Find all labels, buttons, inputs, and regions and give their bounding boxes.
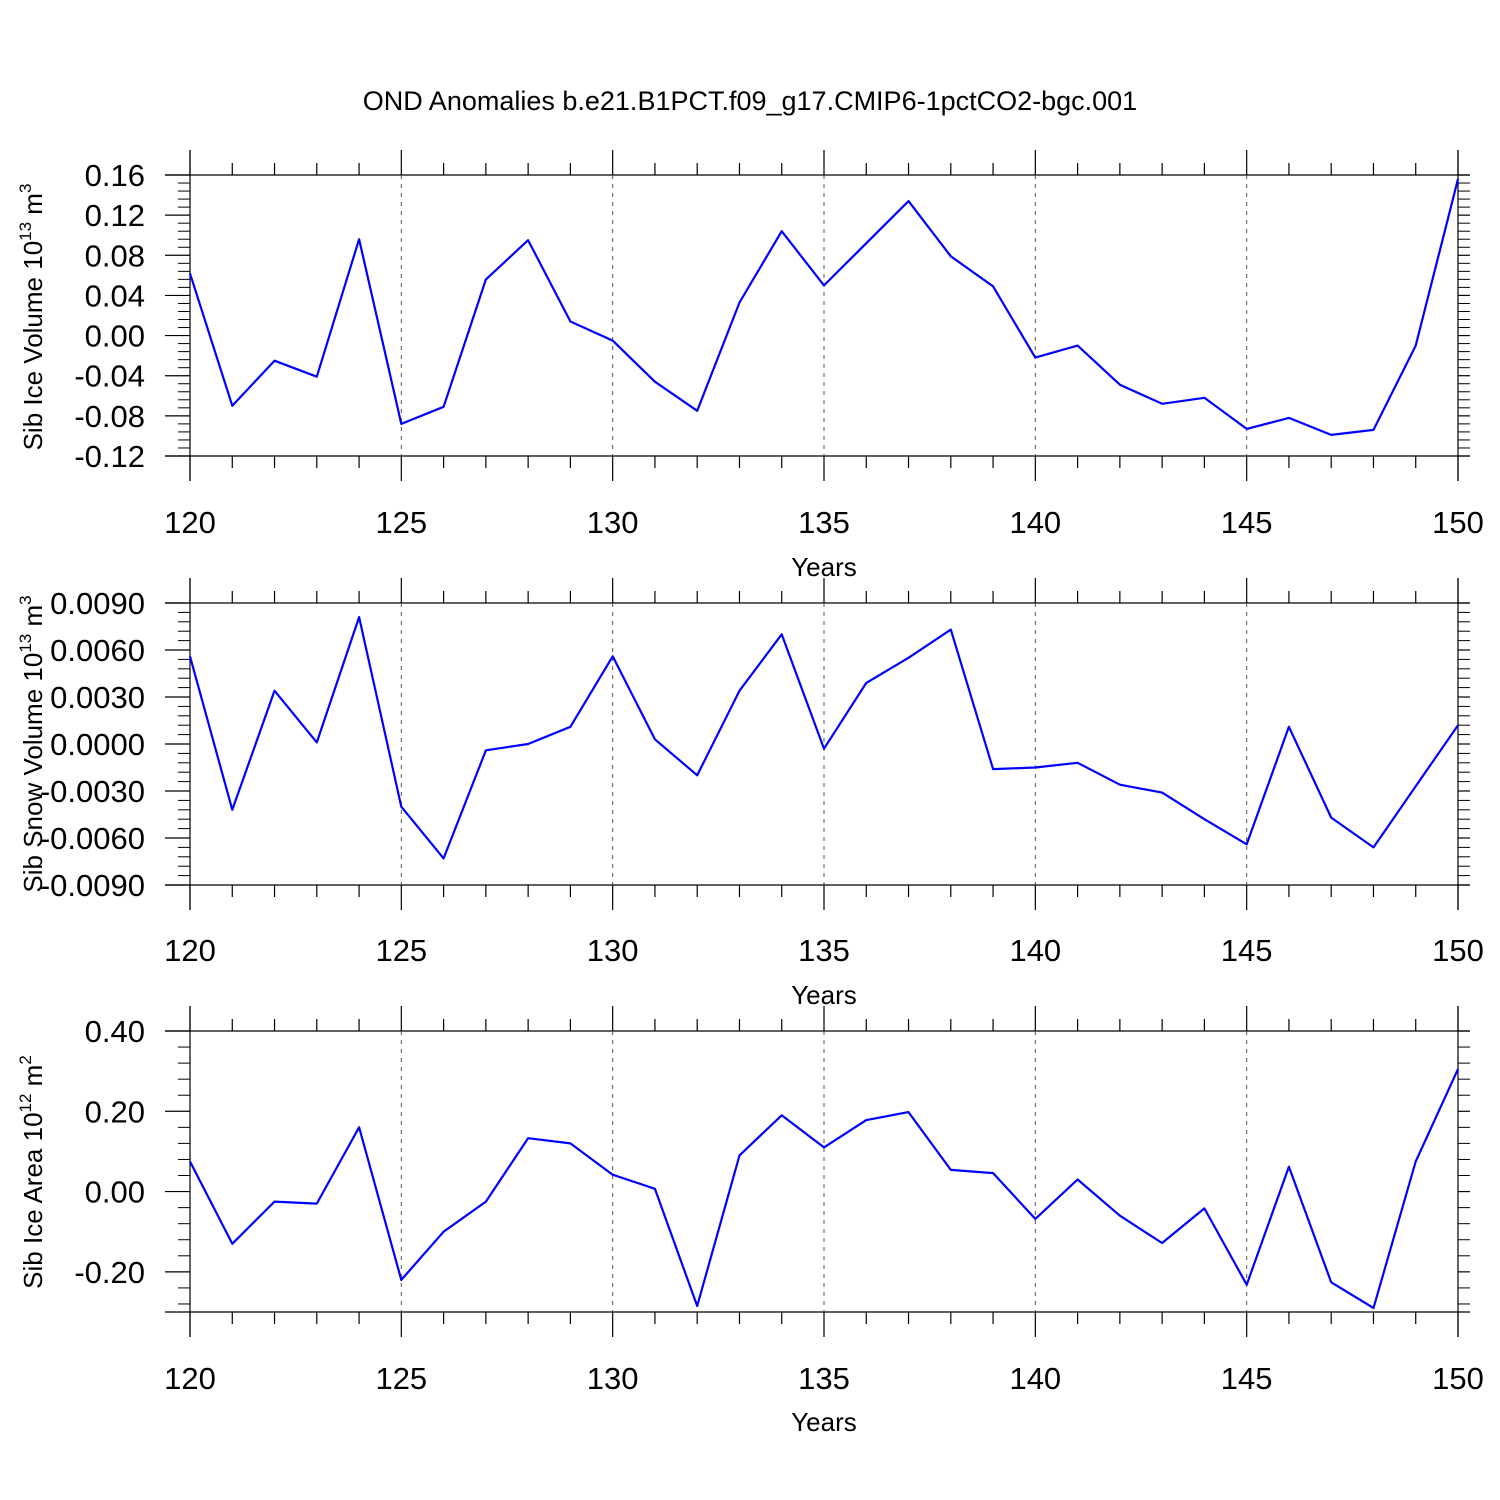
y-axis-title-unit-exponent: 2 (16, 1055, 35, 1064)
y-axis-title-unit: m (18, 605, 48, 634)
y-tick-label: 0.40 (85, 1014, 145, 1049)
series-line (188, 178, 1460, 436)
y-tick-label: 0.00 (85, 1175, 145, 1210)
x-tick-label: 130 (587, 505, 639, 540)
y-tick-label: -0.0060 (40, 821, 145, 856)
y-tick-label: -0.20 (74, 1255, 145, 1290)
y-axis-title-unit: m (18, 193, 48, 222)
y-axis-title-exponent: 13 (16, 634, 35, 653)
x-tick-label: 135 (798, 933, 850, 968)
x-tick-label: 140 (1009, 933, 1061, 968)
x-tick-label: 135 (798, 1361, 850, 1396)
x-tick-label: 130 (587, 933, 639, 968)
panel-2: -0.0090 -0.0060 -0.0030 0.0000 0.0030 0.0060 0… (16, 578, 1484, 1010)
panel-1: -0.12 -0.08 -0.04 0.00 0.04 0.08 0.12 0.16 120 12… (16, 150, 1484, 582)
y-axis-title-unit-exponent: 3 (16, 595, 35, 604)
y-axis-title: Sib Snow Volume 1013 m3 (16, 595, 48, 892)
y-tick-label: 0.0060 (50, 633, 145, 668)
x-tick-label: 125 (375, 933, 427, 968)
x-tick-label: 150 (1432, 933, 1484, 968)
y-axis-title-exponent: 12 (16, 1094, 35, 1113)
y-tick-label: 0.00 (85, 319, 145, 354)
y-axis-title-unit-exponent: 3 (16, 184, 35, 193)
y-axis-title-text: Sib Ice Volume 10 (18, 241, 48, 451)
x-axis-title: Years (791, 1407, 857, 1437)
x-tick-label: 130 (587, 1361, 639, 1396)
panel-3: -0.20 0.00 0.20 0.40 120 125 130 135 140 145 150 Ye… (16, 1006, 1484, 1437)
x-tick-label: 145 (1221, 505, 1273, 540)
y-tick-label: -0.0030 (40, 774, 145, 809)
x-tick-label: 135 (798, 505, 850, 540)
y-tick-label: -0.12 (74, 439, 145, 474)
y-tick-label: 0.08 (85, 238, 145, 273)
x-tick-label: 145 (1221, 1361, 1273, 1396)
y-tick-label: -0.0090 (40, 868, 145, 903)
y-tick-label: 0.16 (85, 158, 145, 193)
x-tick-label: 140 (1009, 1361, 1061, 1396)
y-tick-label: 0.04 (85, 278, 145, 313)
y-axis-title-unit: m (18, 1065, 48, 1094)
x-tick-label: 120 (164, 505, 216, 540)
y-tick-label: 0.0000 (50, 727, 145, 762)
x-tick-label: 120 (164, 1361, 216, 1396)
figure-title: OND Anomalies b.e21.B1PCT.f09_g17.CMIP6-… (362, 86, 1138, 116)
y-tick-label: -0.04 (74, 359, 145, 394)
x-axis-title: Years (791, 552, 857, 582)
y-axis-title-exponent: 13 (16, 222, 35, 241)
x-tick-label: 140 (1009, 505, 1061, 540)
y-axis-title-text: Sib Snow Volume 10 (18, 653, 48, 893)
y-tick-label: 0.12 (85, 198, 145, 233)
x-tick-label: 150 (1432, 505, 1484, 540)
y-axis-title: Sib Ice Area 1012 m2 (16, 1055, 48, 1289)
series-line (189, 1068, 1460, 1310)
x-tick-label: 145 (1221, 933, 1273, 968)
y-tick-label: -0.08 (74, 399, 145, 434)
x-tick-label: 125 (375, 1361, 427, 1396)
x-tick-label: 150 (1432, 1361, 1484, 1396)
y-axis-title-text: Sib Ice Area 10 (18, 1112, 48, 1288)
x-axis-title: Years (791, 980, 857, 1010)
y-tick-label: 0.0030 (50, 680, 145, 715)
series-line (188, 615, 1459, 860)
y-tick-label: 0.20 (85, 1094, 145, 1129)
x-tick-label: 120 (164, 933, 216, 968)
y-tick-label: 0.0090 (50, 586, 145, 621)
x-tick-label: 125 (375, 505, 427, 540)
y-axis-title: Sib Ice Volume 1013 m3 (16, 184, 48, 451)
